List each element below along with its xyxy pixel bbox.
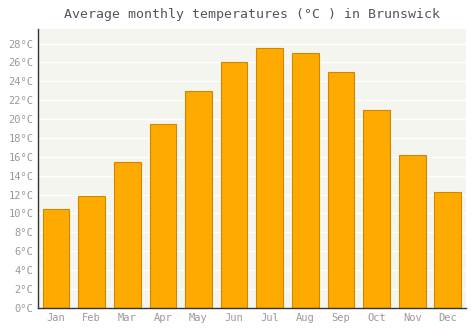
Bar [221, 63, 247, 308]
Bar [435, 192, 461, 308]
Bar [149, 124, 176, 308]
Bar [328, 72, 355, 308]
Bar [114, 162, 141, 308]
Bar [43, 209, 69, 308]
Bar [363, 110, 390, 308]
Title: Average monthly temperatures (°C ) in Brunswick: Average monthly temperatures (°C ) in Br… [64, 8, 440, 21]
Bar [399, 155, 426, 308]
Bar [256, 48, 283, 308]
Bar [292, 53, 319, 308]
Bar [78, 197, 105, 308]
Bar [185, 91, 212, 308]
